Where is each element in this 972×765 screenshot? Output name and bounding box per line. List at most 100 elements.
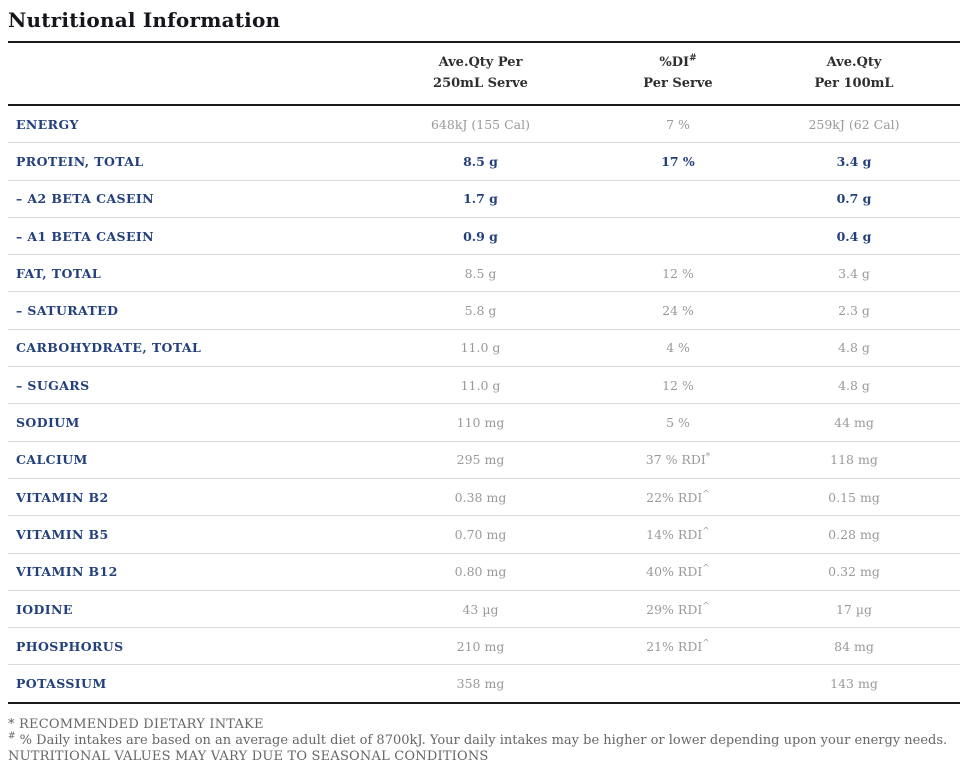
di-value-text: 4 % (666, 340, 690, 356)
table-body: ENERGY 648kJ (155 Cal) 7 % 259kJ (62 Cal… (8, 106, 960, 702)
value-di-per-serve: 12 % (608, 378, 748, 393)
di-value-text: 24 % (662, 303, 694, 319)
footnote-seasonal: NUTRITIONAL VALUES MAY VARY DUE TO SEASO… (8, 748, 489, 764)
value-per-100ml: 259kJ (62 Cal) (808, 116, 900, 132)
value-di-per-serve: 29% RDI^ (608, 602, 748, 617)
di-value-text: 5 % (666, 415, 690, 431)
table-row: ENERGY 648kJ (155 Cal) 7 % 259kJ (62 Cal… (8, 106, 960, 144)
col-header-per-serve: Ave.Qty Per 250mL Serve (353, 52, 608, 94)
value-per-serve: 8.5 g (464, 265, 497, 281)
value-per-serve: 210 mg (456, 638, 505, 654)
value-per-100ml: 0.4 g (836, 228, 872, 244)
col-header-per-serve-line2: 250mL Serve (433, 76, 528, 91)
value-di-per-serve: 4 % (608, 340, 748, 355)
col-header-per-serve-line1: Ave.Qty Per (438, 55, 523, 70)
nutrition-table: Ave.Qty Per 250mL Serve %DI# Per Serve A… (8, 41, 960, 704)
value-per-100ml: 84 mg (834, 638, 874, 654)
di-value-text: 21% RDI (646, 638, 703, 654)
value-per-serve: 648kJ (155 Cal) (430, 116, 531, 132)
di-value-text: 37 % RDI (645, 452, 706, 468)
value-per-serve: 0.70 mg (454, 526, 507, 542)
table-row: VITAMIN B5 0.70 mg 14% RDI^ 0.28 mg (8, 516, 960, 554)
nutrient-label: POTASSIUM (16, 676, 107, 692)
di-footnote-marker: ^ (702, 601, 710, 612)
value-per-100ml: 4.8 g (838, 377, 870, 393)
table-row: SODIUM 110 mg 5 % 44 mg (8, 404, 960, 442)
nutrient-label: PROTEIN, TOTAL (16, 153, 144, 169)
di-footnote-marker: ^ (702, 489, 710, 500)
table-row: CARBOHYDRATE, TOTAL 11.0 g 4 % 4.8 g (8, 330, 960, 368)
table-row: – SATURATED 5.8 g 24 % 2.3 g (8, 292, 960, 330)
di-value-text: 12 % (662, 265, 694, 281)
value-per-serve: 11.0 g (460, 340, 501, 356)
nutrient-label: CALCIUM (16, 452, 88, 468)
nutrient-label: – SUGARS (16, 377, 90, 393)
di-footnote-marker: ^ (702, 564, 710, 575)
table-row: CALCIUM 295 mg 37 % RDI* 118 mg (8, 442, 960, 479)
value-per-serve: 295 mg (456, 452, 505, 468)
value-per-100ml: 17 µg (835, 601, 872, 617)
footnote-hash-marker: # (8, 731, 16, 742)
value-di-per-serve: 5 % (608, 415, 748, 430)
nutrient-label: PHOSPHORUS (16, 638, 124, 654)
nutrition-panel: Nutritional Information Ave.Qty Per 250m… (8, 0, 960, 765)
col-header-per-100ml: Ave.Qty Per 100mL (748, 52, 960, 94)
table-row: PROTEIN, TOTAL 8.5 g 17 % 3.4 g (8, 143, 960, 181)
value-di-per-serve: 37 % RDI* (608, 452, 748, 467)
di-value-text: 29% RDI (646, 601, 703, 617)
value-per-100ml: 3.4 g (836, 153, 872, 169)
di-footnote-marker: * (705, 452, 711, 463)
table-row: FAT, TOTAL 8.5 g 12 % 3.4 g (8, 255, 960, 293)
col-header-di: %DI# Per Serve (608, 52, 748, 94)
value-per-100ml: 143 mg (830, 676, 878, 692)
di-footnote-marker: # (689, 53, 697, 64)
value-per-100ml: 44 mg (834, 415, 874, 431)
di-value-text: 14% RDI (646, 526, 703, 542)
value-di-per-serve: 22% RDI^ (608, 490, 748, 505)
value-per-100ml: 0.28 mg (828, 526, 880, 542)
value-per-serve: 5.8 g (464, 303, 497, 319)
value-di-per-serve: 14% RDI^ (608, 527, 748, 542)
footnotes: * RECOMMENDED DIETARY INTAKE # % Daily i… (8, 717, 960, 765)
value-per-serve: 0.38 mg (454, 489, 507, 505)
nutrient-label: – SATURATED (16, 303, 119, 319)
nutrient-label: VITAMIN B5 (16, 526, 109, 542)
col-header-per-100ml-line1: Ave.Qty (826, 55, 882, 70)
nutrient-label: FAT, TOTAL (16, 265, 102, 281)
nutrient-label: – A2 BETA CASEIN (16, 191, 154, 207)
di-footnote-marker: ^ (702, 526, 710, 537)
footnote-rdi: * RECOMMENDED DIETARY INTAKE (8, 716, 264, 732)
di-value-text: 17 % (661, 153, 695, 169)
table-row: VITAMIN B2 0.38 mg 22% RDI^ 0.15 mg (8, 479, 960, 517)
col-header-di-line2: Per Serve (643, 76, 713, 91)
table-row: – A2 BETA CASEIN 1.7 g 0.7 g (8, 181, 960, 218)
value-per-serve: 0.9 g (463, 228, 498, 244)
value-per-100ml: 3.4 g (838, 265, 870, 281)
footnote-daily-intake: # % Daily intakes are based on an averag… (8, 731, 960, 749)
page-title: Nutritional Information (8, 8, 281, 32)
value-per-serve: 43 µg (462, 601, 499, 617)
value-di-per-serve: 7 % (608, 117, 748, 132)
value-per-serve: 0.80 mg (454, 564, 507, 580)
di-value-text: 7 % (666, 116, 690, 132)
di-value-text: 40% RDI (646, 564, 703, 580)
value-per-100ml: 0.15 mg (828, 489, 880, 505)
value-per-serve: 358 mg (456, 676, 505, 692)
value-di-per-serve: 21% RDI^ (608, 639, 748, 654)
nutrient-label: SODIUM (16, 415, 80, 431)
nutrient-label: VITAMIN B12 (16, 564, 118, 580)
value-di-per-serve: 12 % (608, 266, 748, 281)
table-row: – SUGARS 11.0 g 12 % 4.8 g (8, 367, 960, 405)
value-per-100ml: 0.7 g (836, 191, 872, 207)
di-footnote-marker: ^ (702, 638, 710, 649)
value-per-serve: 110 mg (456, 415, 505, 431)
value-per-100ml: 118 mg (830, 452, 878, 468)
di-value-text: 12 % (662, 377, 694, 393)
value-per-100ml: 4.8 g (838, 340, 870, 356)
table-row: POTASSIUM 358 mg 143 mg (8, 665, 960, 701)
table-row: PHOSPHORUS 210 mg 21% RDI^ 84 mg (8, 628, 960, 666)
value-per-serve: 11.0 g (460, 377, 501, 393)
value-per-100ml: 0.32 mg (828, 564, 880, 580)
value-di-per-serve: 40% RDI^ (608, 564, 748, 579)
value-di-per-serve: 17 % (608, 154, 748, 169)
